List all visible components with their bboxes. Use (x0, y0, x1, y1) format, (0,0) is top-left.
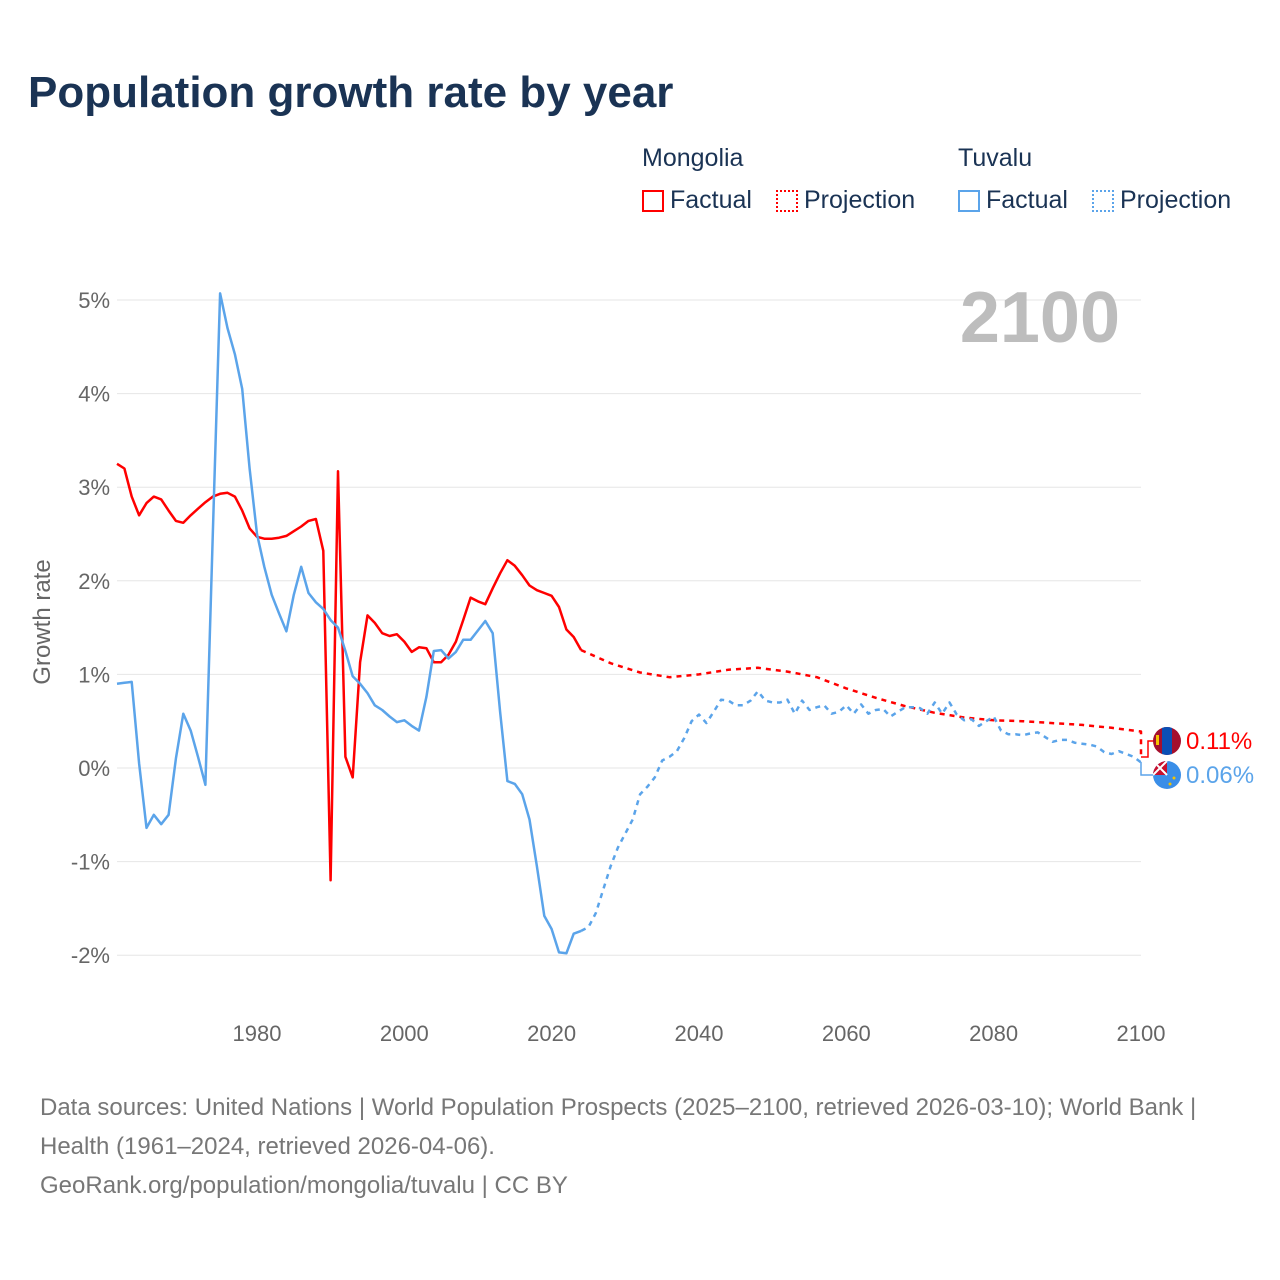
legend-mongolia-projection[interactable]: Projection (776, 186, 915, 215)
legend-swatch (1092, 189, 1114, 212)
legend-tuvalu-projection[interactable]: Projection (1092, 186, 1231, 215)
y-tick-label: 3% (78, 475, 110, 500)
legend-label: Factual (670, 186, 752, 214)
legend-group-tuvalu: Tuvalu (958, 144, 1033, 172)
mongolia-factual-line (116, 462, 583, 882)
tuvalu-label-connector (1140, 762, 1155, 776)
x-tick-label: 2000 (380, 1021, 429, 1046)
y-tick-label: 0% (78, 756, 110, 781)
y-tick-label: 1% (78, 662, 110, 687)
x-tick-label: 2040 (675, 1021, 724, 1046)
tuvalu-factual-line (116, 292, 582, 955)
x-tick-label: 2080 (969, 1021, 1018, 1046)
x-tick-label: 2060 (822, 1021, 871, 1046)
legend-swatch (642, 189, 664, 212)
legend-label: Projection (1120, 186, 1232, 214)
attribution-link[interactable]: GeoRank.org/population/mongolia/tuvalu |… (40, 1172, 568, 1199)
x-tick-label: 2020 (527, 1021, 576, 1046)
chart-title: Population growth rate by year (28, 68, 674, 117)
y-tick-label: 2% (78, 569, 110, 594)
x-tick-label: 1980 (232, 1021, 281, 1046)
x-tick-label: 2100 (1117, 1021, 1166, 1046)
y-tick-label: -2% (71, 943, 110, 968)
y-tick-label: 5% (78, 288, 110, 313)
year-watermark: 2100 (960, 278, 1120, 358)
mongolia-projection-line (580, 648, 1143, 758)
mongolia-label-connector (1141, 740, 1155, 758)
y-tick-label: 4% (78, 382, 110, 407)
legend-swatch (958, 189, 980, 212)
y-tick-label: -1% (71, 850, 110, 875)
tuvalu-flag-icon (1153, 761, 1181, 789)
mongolia-end-value: 0.11% (1186, 728, 1252, 755)
legend-swatch (776, 189, 798, 212)
data-sources: Data sources: United Nations | World Pop… (40, 1094, 1197, 1160)
legend-label: Factual (986, 186, 1068, 214)
mongolia-flag-icon (1153, 727, 1181, 755)
legend-group-mongolia: Mongolia (642, 144, 744, 172)
plot-area: -2% -1% 0% 1% 2% 3% 4% 5% 1980 2000 2020 2040 2060 20… (29, 278, 1254, 1046)
tuvalu-end-value: 0.06% (1186, 762, 1254, 789)
y-axis-label: Growth rate (29, 559, 56, 684)
legend-label: Projection (804, 186, 916, 214)
legend-tuvalu-factual[interactable]: Factual (958, 186, 1068, 215)
legend-mongolia-factual[interactable]: Factual (642, 186, 752, 215)
footer: Data sources: United Nations | World Pop… (40, 1088, 1240, 1205)
tuvalu-projection-line (580, 689, 1142, 933)
